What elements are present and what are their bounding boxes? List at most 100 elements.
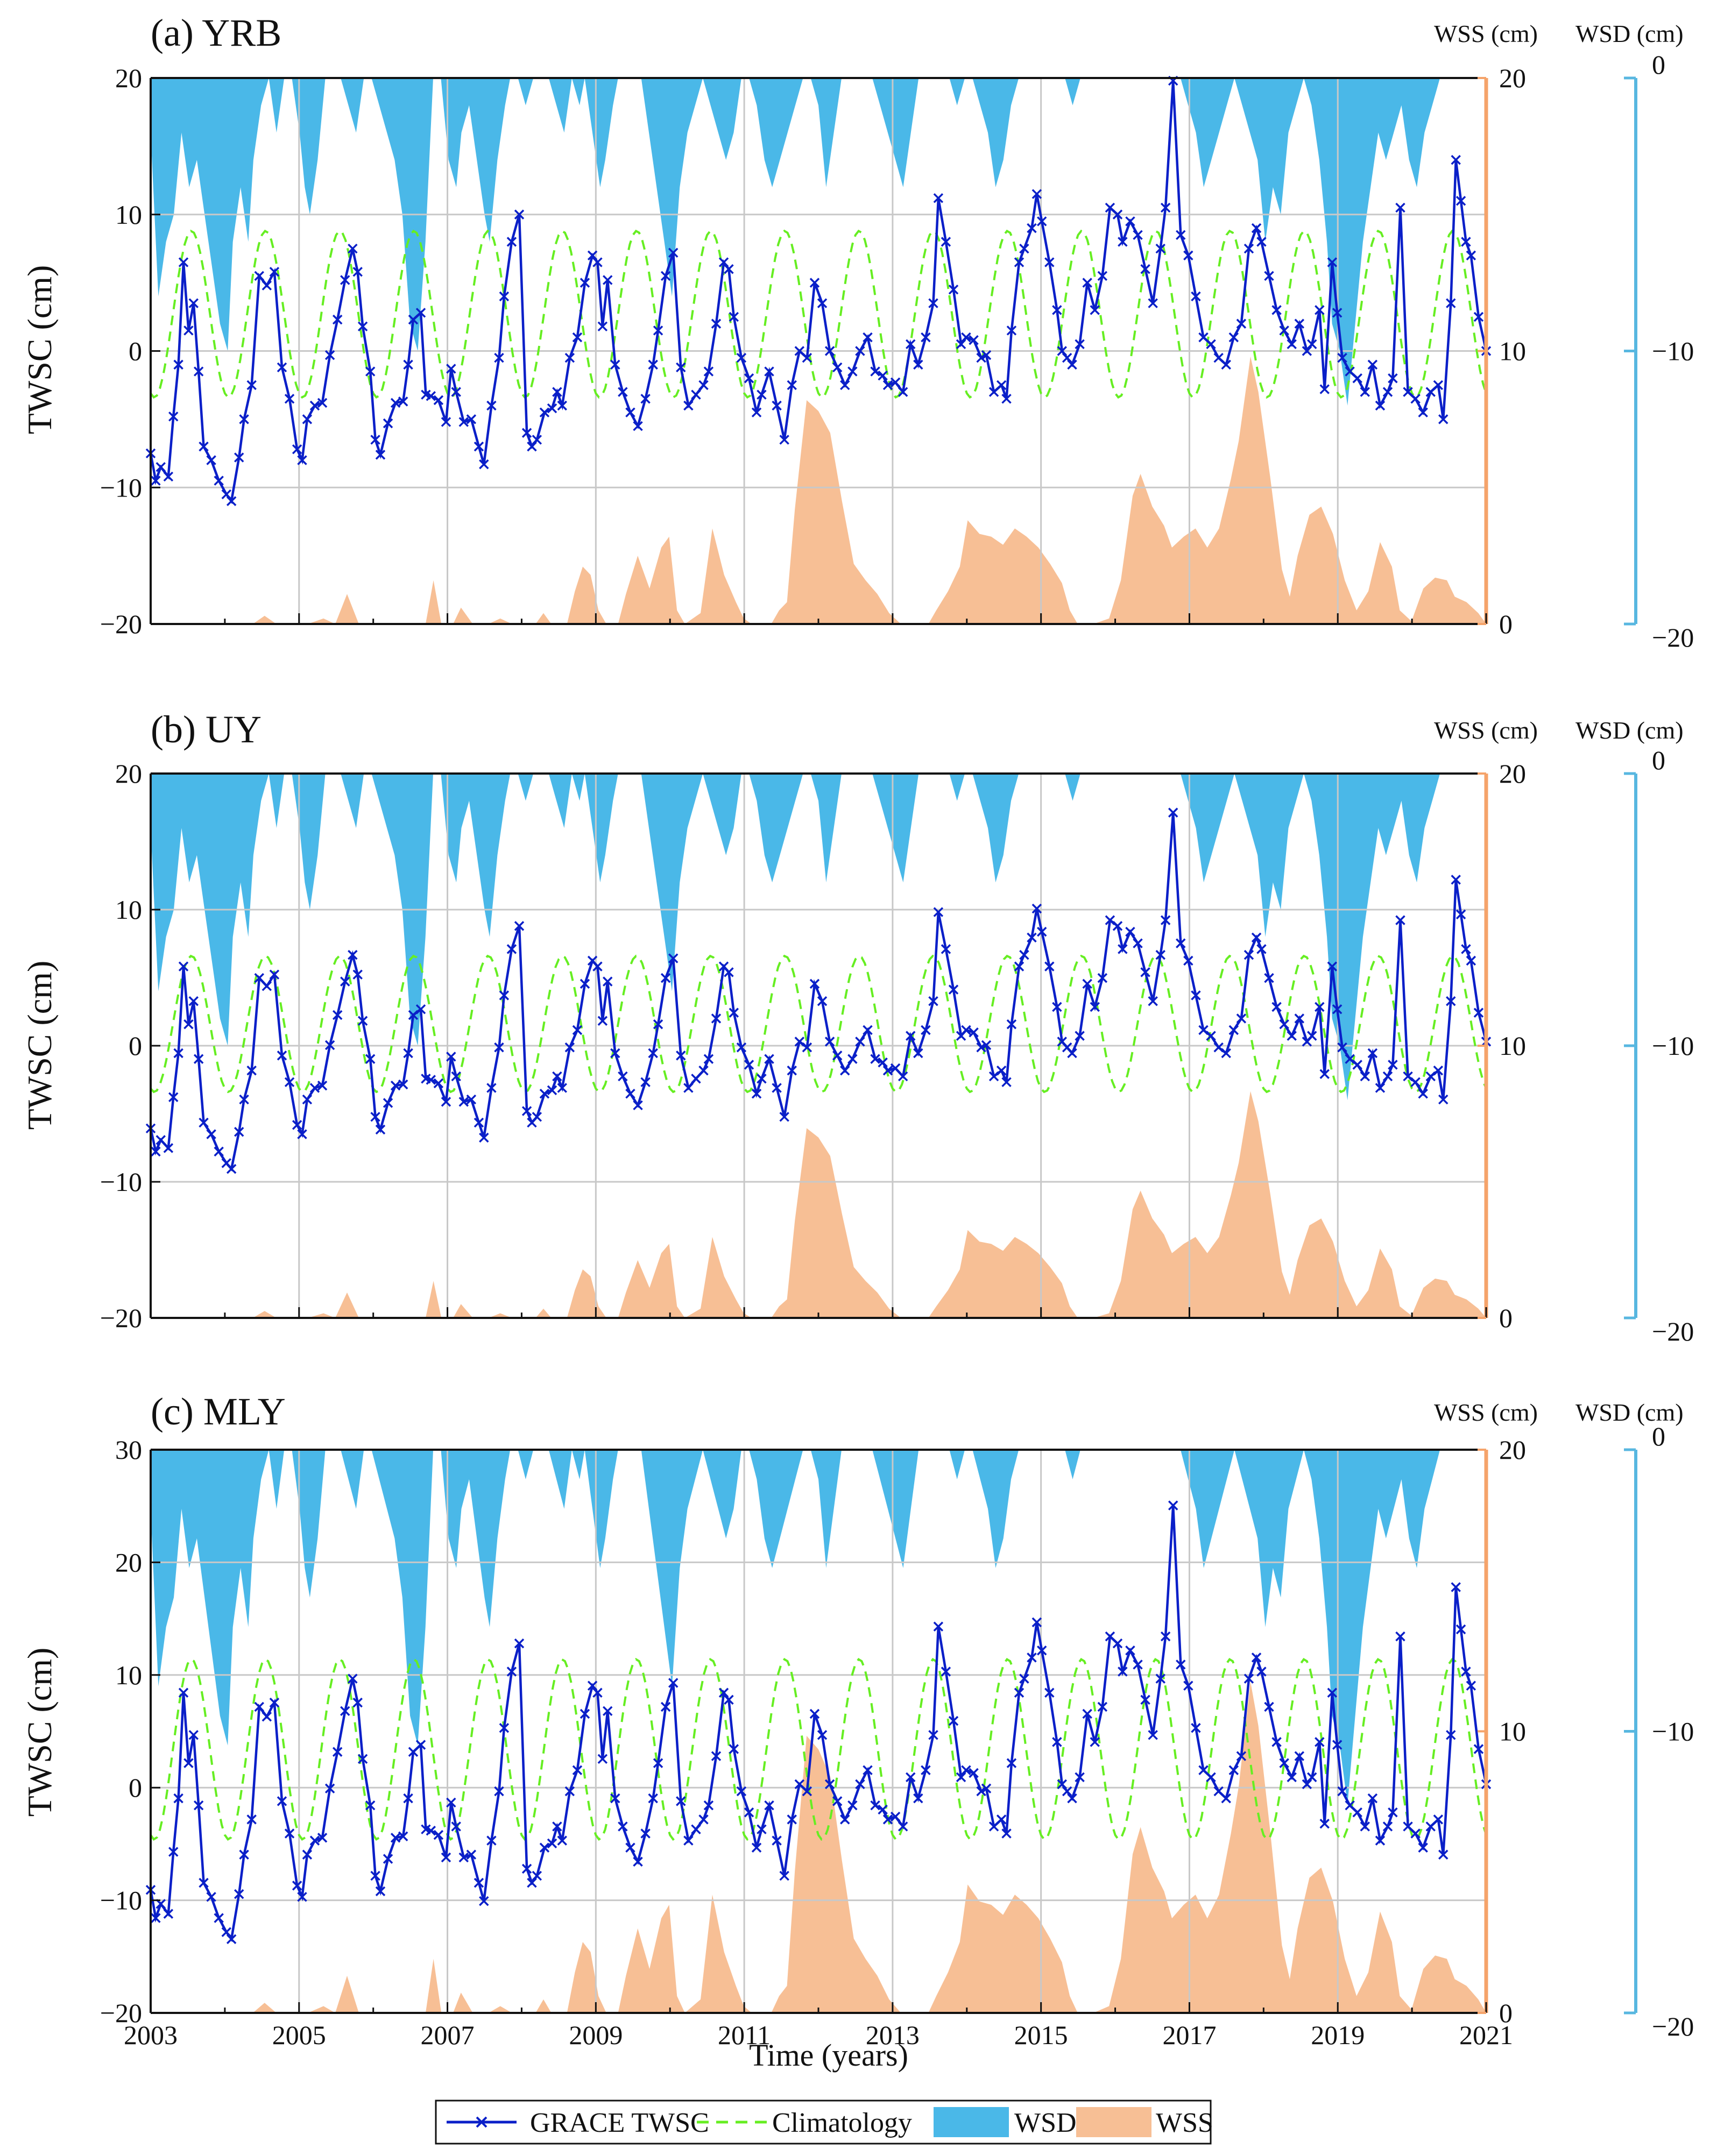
grace-marker bbox=[870, 366, 880, 377]
grace-marker bbox=[625, 1088, 635, 1099]
grace-marker bbox=[988, 1071, 999, 1082]
grace-marker bbox=[199, 1877, 209, 1888]
grace-marker bbox=[847, 1800, 858, 1811]
grace-marker bbox=[324, 350, 335, 360]
grace-marker bbox=[214, 1913, 224, 1923]
grace-marker bbox=[824, 1779, 835, 1790]
grace-marker bbox=[173, 1048, 183, 1059]
grace-marker bbox=[499, 990, 510, 1001]
panel-c-plot-area: 30 20 10 0 −10 −20 20 10 0 0 −10 −20 bbox=[100, 1421, 1694, 2041]
grace-marker bbox=[847, 1054, 858, 1064]
y-tick-label: 0 bbox=[129, 1031, 142, 1061]
grace-marker bbox=[375, 1124, 386, 1135]
grace-marker bbox=[751, 1088, 762, 1099]
grace-marker bbox=[840, 1814, 850, 1825]
wsd-area bbox=[151, 78, 1486, 406]
grace-marker bbox=[1031, 189, 1042, 199]
grace-marker bbox=[178, 961, 189, 971]
grace-marker bbox=[981, 1040, 992, 1051]
grace-marker bbox=[239, 1849, 249, 1860]
grace-marker bbox=[1256, 237, 1267, 247]
legend-wss-label: WSS bbox=[1156, 2108, 1213, 2138]
wss-tick-label: 0 bbox=[1499, 1303, 1513, 1333]
grace-marker bbox=[1168, 1500, 1178, 1510]
grace-marker bbox=[398, 396, 408, 407]
grace-marker bbox=[718, 257, 729, 267]
x-tick-label: 2013 bbox=[866, 2020, 920, 2050]
grace-marker bbox=[1206, 1772, 1216, 1783]
grace-marker bbox=[744, 1060, 754, 1070]
grace-marker bbox=[446, 364, 456, 374]
grace-marker bbox=[1148, 298, 1158, 308]
grace-marker bbox=[729, 311, 739, 322]
panel-b-y-label: TWSC (cm) bbox=[20, 961, 59, 1130]
grace-marker bbox=[1112, 209, 1123, 219]
grace-marker bbox=[1473, 1744, 1484, 1754]
grace-marker bbox=[941, 237, 951, 247]
panel-a: (a) YRB WSS (cm) WSD (cm) 20 10 0 −10 −20 20 1… bbox=[20, 11, 1694, 653]
grace-marker bbox=[1082, 1708, 1092, 1719]
grace-marker bbox=[653, 1758, 663, 1768]
x-tick-label: 2019 bbox=[1311, 2020, 1365, 2050]
grace-marker bbox=[309, 400, 320, 411]
grace-marker bbox=[1031, 1617, 1042, 1628]
grace-marker bbox=[729, 1744, 739, 1754]
grace-marker bbox=[1451, 875, 1461, 885]
grace-marker bbox=[1352, 1060, 1362, 1070]
grace-marker bbox=[408, 314, 419, 325]
grace-marker bbox=[292, 1881, 302, 1891]
grace-marker bbox=[913, 1048, 923, 1059]
grace-marker bbox=[676, 362, 686, 373]
grace-marker bbox=[552, 387, 562, 397]
grace-marker bbox=[660, 1701, 671, 1712]
grace-marker bbox=[1140, 967, 1150, 977]
grace-marker bbox=[956, 1772, 966, 1783]
wss-tick-label: 20 bbox=[1499, 1435, 1526, 1465]
grace-marker bbox=[1125, 926, 1135, 937]
grace-marker bbox=[779, 1111, 789, 1122]
y-tick-label: 20 bbox=[115, 758, 142, 789]
grace-marker bbox=[403, 359, 413, 370]
grace-marker bbox=[751, 407, 762, 417]
grace-marker bbox=[246, 380, 257, 391]
grace-marker bbox=[592, 1687, 603, 1698]
grace-marker bbox=[648, 1048, 658, 1059]
grace-marker bbox=[1221, 359, 1231, 370]
grace-marker bbox=[1425, 1071, 1436, 1082]
grace-marker bbox=[602, 1706, 613, 1717]
x-tick-label: 2005 bbox=[272, 2020, 326, 2050]
grace-marker bbox=[653, 1019, 663, 1030]
grace-marker bbox=[547, 1838, 557, 1849]
grace-marker bbox=[1133, 230, 1143, 240]
grace-marker bbox=[764, 1800, 774, 1811]
grace-marker bbox=[1019, 243, 1029, 254]
grace-marker bbox=[933, 193, 944, 203]
grace-marker bbox=[1418, 407, 1428, 417]
grace-marker bbox=[297, 1892, 307, 1902]
legend-climatology-label: Climatology bbox=[772, 2108, 912, 2138]
grace-marker bbox=[698, 1814, 709, 1825]
grace-marker bbox=[921, 1025, 931, 1036]
wss-tick-label: 10 bbox=[1499, 336, 1526, 366]
grace-marker bbox=[890, 377, 901, 388]
grace-marker bbox=[711, 1751, 722, 1761]
grace-marker bbox=[151, 476, 161, 486]
legend-grace-label: GRACE TWSC bbox=[530, 2108, 709, 2138]
grace-marker bbox=[1075, 1772, 1085, 1783]
grace-marker bbox=[1271, 1737, 1282, 1747]
grace-marker bbox=[961, 1025, 971, 1036]
grace-marker bbox=[1198, 1025, 1209, 1036]
wss-tick-label: 10 bbox=[1499, 1031, 1526, 1061]
legend-wsd-swatch bbox=[934, 2107, 1009, 2137]
grace-marker bbox=[703, 1800, 714, 1811]
grace-marker bbox=[1001, 1828, 1012, 1839]
grace-marker bbox=[855, 1779, 865, 1790]
grace-marker bbox=[433, 395, 444, 406]
grace-marker bbox=[855, 1037, 865, 1047]
grace-marker bbox=[532, 1111, 542, 1122]
wsd-tick-label: 0 bbox=[1652, 49, 1665, 80]
grace-marker bbox=[552, 1821, 562, 1832]
grace-marker bbox=[1236, 318, 1247, 329]
grace-marker bbox=[1140, 264, 1150, 274]
grace-marker bbox=[1097, 271, 1108, 281]
